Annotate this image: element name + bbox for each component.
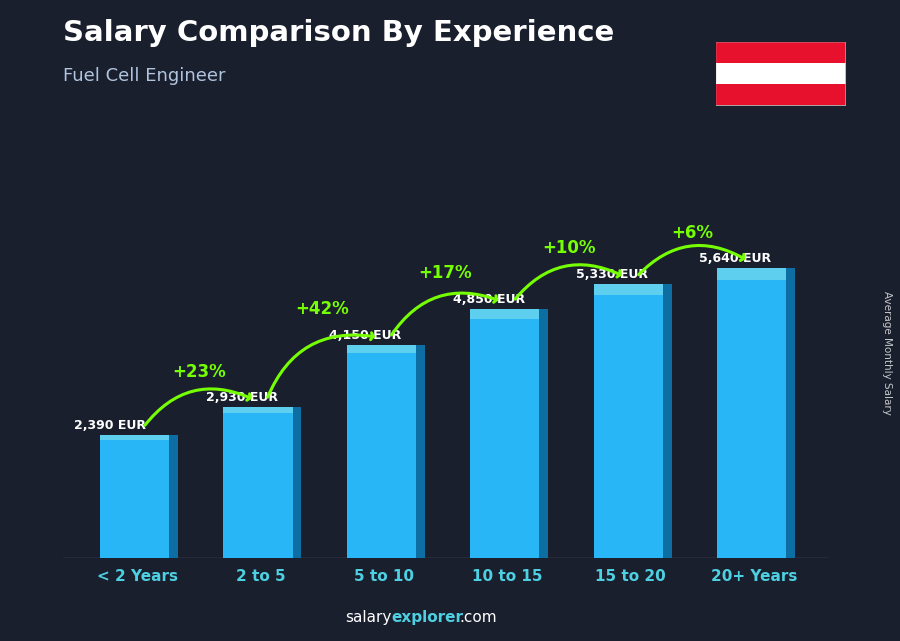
Bar xyxy=(716,63,846,85)
Bar xyxy=(716,42,846,63)
FancyBboxPatch shape xyxy=(223,408,292,413)
Text: +42%: +42% xyxy=(295,300,349,318)
Text: salary: salary xyxy=(345,610,392,625)
Text: +17%: +17% xyxy=(418,264,472,282)
FancyBboxPatch shape xyxy=(292,408,302,558)
FancyBboxPatch shape xyxy=(594,285,662,558)
FancyBboxPatch shape xyxy=(346,345,416,558)
FancyBboxPatch shape xyxy=(470,309,539,558)
Text: Fuel Cell Engineer: Fuel Cell Engineer xyxy=(63,67,226,85)
FancyBboxPatch shape xyxy=(346,345,416,353)
FancyBboxPatch shape xyxy=(169,435,178,558)
Text: +10%: +10% xyxy=(542,240,596,258)
FancyBboxPatch shape xyxy=(662,285,671,558)
Text: 5,640 EUR: 5,640 EUR xyxy=(699,253,771,265)
Text: 4,850 EUR: 4,850 EUR xyxy=(453,293,525,306)
FancyBboxPatch shape xyxy=(470,309,539,319)
Text: +6%: +6% xyxy=(671,224,714,242)
FancyBboxPatch shape xyxy=(717,269,786,280)
FancyBboxPatch shape xyxy=(100,435,169,558)
FancyBboxPatch shape xyxy=(416,345,425,558)
FancyBboxPatch shape xyxy=(594,285,662,296)
FancyBboxPatch shape xyxy=(786,269,795,558)
FancyBboxPatch shape xyxy=(717,269,786,558)
Text: 2,390 EUR: 2,390 EUR xyxy=(74,419,146,432)
Text: Salary Comparison By Experience: Salary Comparison By Experience xyxy=(63,19,614,47)
FancyBboxPatch shape xyxy=(223,408,292,558)
Text: .com: .com xyxy=(459,610,497,625)
Text: Average Monthly Salary: Average Monthly Salary xyxy=(881,290,892,415)
Text: +23%: +23% xyxy=(172,363,226,381)
Bar xyxy=(716,85,846,106)
FancyBboxPatch shape xyxy=(100,435,169,440)
Text: 4,150 EUR: 4,150 EUR xyxy=(329,329,401,342)
Text: 2,930 EUR: 2,930 EUR xyxy=(206,392,278,404)
FancyBboxPatch shape xyxy=(539,309,548,558)
Text: explorer: explorer xyxy=(392,610,464,625)
Text: 5,330 EUR: 5,330 EUR xyxy=(576,269,648,281)
